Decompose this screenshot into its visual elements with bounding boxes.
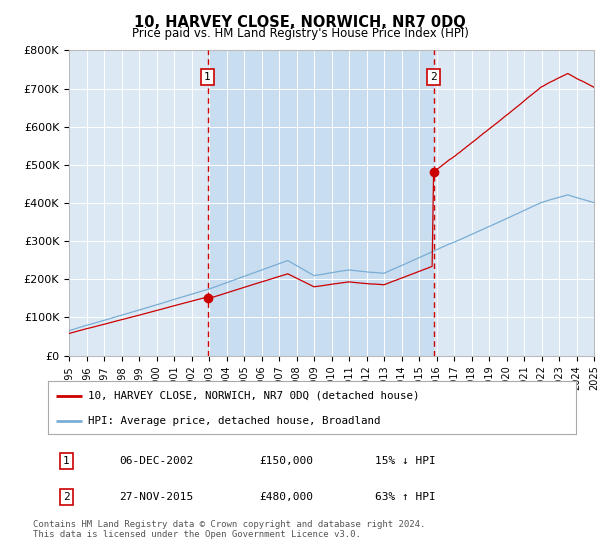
Text: HPI: Average price, detached house, Broadland: HPI: Average price, detached house, Broa… [88, 416, 380, 426]
Text: 15% ↓ HPI: 15% ↓ HPI [376, 456, 436, 466]
Text: 10, HARVEY CLOSE, NORWICH, NR7 0DQ (detached house): 10, HARVEY CLOSE, NORWICH, NR7 0DQ (deta… [88, 391, 419, 401]
Text: 63% ↑ HPI: 63% ↑ HPI [376, 492, 436, 502]
Text: 06-DEC-2002: 06-DEC-2002 [119, 456, 194, 466]
Bar [208, 50, 434, 356]
Text: £150,000: £150,000 [259, 456, 313, 466]
Text: 1: 1 [63, 456, 70, 466]
Text: 27-NOV-2015: 27-NOV-2015 [119, 492, 194, 502]
Text: £480,000: £480,000 [259, 492, 313, 502]
Text: 2: 2 [430, 72, 437, 82]
Text: Contains HM Land Registry data © Crown copyright and database right 2024.
This d: Contains HM Land Registry data © Crown c… [33, 520, 425, 539]
Text: 1: 1 [204, 72, 211, 82]
Text: 2: 2 [63, 492, 70, 502]
Text: 10, HARVEY CLOSE, NORWICH, NR7 0DQ: 10, HARVEY CLOSE, NORWICH, NR7 0DQ [134, 15, 466, 30]
Text: Price paid vs. HM Land Registry's House Price Index (HPI): Price paid vs. HM Land Registry's House … [131, 27, 469, 40]
